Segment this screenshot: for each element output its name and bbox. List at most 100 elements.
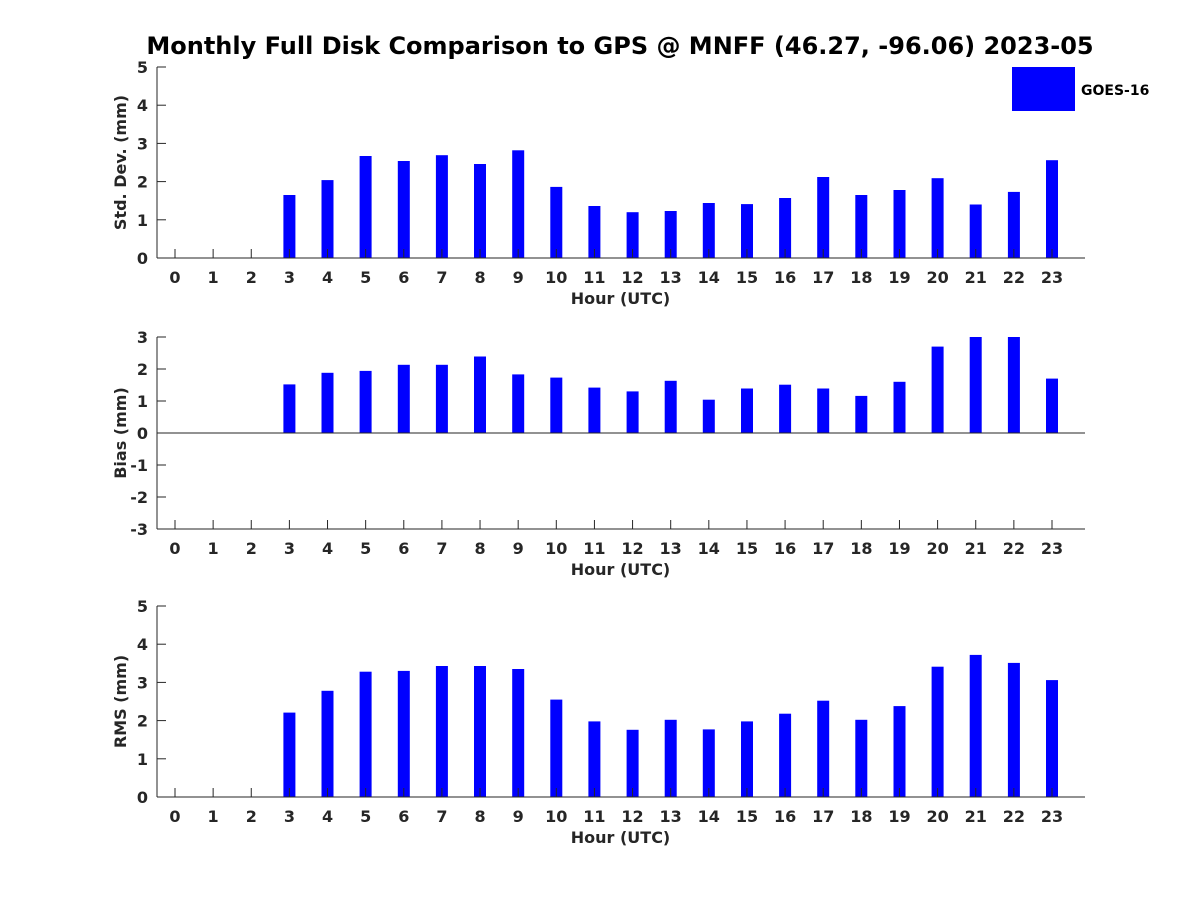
x-tick-label: 13 [660, 539, 682, 558]
bar [435, 364, 448, 433]
x-tick-label: 0 [169, 268, 180, 287]
x-tick-label: 18 [850, 807, 872, 826]
x-tick-label: 21 [965, 539, 987, 558]
x-tick-label: 9 [513, 807, 524, 826]
bar [817, 700, 830, 797]
x-tick-label: 14 [698, 268, 720, 287]
bar [435, 666, 448, 797]
bar [1007, 337, 1020, 433]
x-axis-label: Hour (UTC) [571, 560, 671, 579]
x-tick-label: 17 [812, 268, 834, 287]
x-tick-label: 13 [660, 268, 682, 287]
x-tick-label: 19 [888, 268, 910, 287]
x-tick-label: 7 [436, 268, 447, 287]
x-tick-label: 10 [545, 268, 567, 287]
bar [474, 356, 486, 433]
x-tick-label: 10 [545, 807, 567, 826]
x-axis-label: Hour (UTC) [571, 828, 671, 847]
legend: GOES-16 [1012, 67, 1149, 111]
x-tick-label: 20 [926, 539, 948, 558]
y-tick-label: -1 [130, 456, 148, 475]
bar [359, 370, 372, 433]
x-tick-label: 11 [583, 539, 605, 558]
bar [1046, 378, 1058, 433]
y-tick-label: 4 [137, 96, 148, 115]
bar [588, 206, 601, 258]
bar [1046, 680, 1058, 797]
x-tick-label: 12 [621, 268, 643, 287]
x-tick-label: 17 [812, 539, 834, 558]
bar [931, 178, 944, 258]
bar [321, 690, 334, 797]
x-tick-label: 3 [284, 807, 295, 826]
bar [969, 337, 982, 433]
bar [435, 155, 448, 258]
legend-label: GOES-16 [1081, 83, 1149, 99]
bar [397, 364, 410, 433]
x-tick-label: 1 [208, 268, 219, 287]
bar [779, 713, 792, 797]
y-tick-label: 3 [137, 673, 148, 692]
x-tick-label: 13 [660, 807, 682, 826]
x-tick-label: 21 [965, 807, 987, 826]
x-tick-label: 22 [1003, 539, 1025, 558]
bar [283, 384, 296, 433]
y-tick-label: 4 [137, 635, 148, 654]
x-tick-label: 0 [169, 539, 180, 558]
bar [702, 729, 715, 797]
y-tick-label: 0 [137, 249, 148, 268]
bar [893, 190, 906, 258]
x-tick-label: 16 [774, 539, 796, 558]
x-tick-label: 4 [322, 807, 333, 826]
bar [741, 721, 753, 797]
bar [321, 372, 334, 433]
x-tick-label: 18 [850, 539, 872, 558]
x-tick-label: 9 [513, 268, 524, 287]
x-tick-label: 6 [398, 268, 409, 287]
y-axis-label: Std. Dev. (mm) [111, 95, 130, 230]
x-tick-label: 10 [545, 539, 567, 558]
x-tick-label: 21 [965, 268, 987, 287]
x-tick-label: 6 [398, 807, 409, 826]
bar [779, 198, 792, 258]
bar [817, 177, 830, 258]
y-tick-label: 2 [137, 173, 148, 192]
bar [512, 150, 525, 258]
bar [283, 712, 296, 797]
bar [741, 204, 753, 258]
bar [664, 211, 677, 258]
y-tick-label: 5 [137, 597, 148, 616]
x-tick-label: 15 [736, 268, 758, 287]
bar [702, 203, 715, 258]
bar [969, 654, 982, 797]
bar [1007, 191, 1020, 258]
x-tick-label: 8 [474, 807, 485, 826]
y-axis-label: Bias (mm) [111, 387, 130, 479]
bar [550, 186, 563, 258]
x-tick-label: 17 [812, 807, 834, 826]
x-tick-label: 22 [1003, 268, 1025, 287]
x-tick-label: 20 [926, 807, 948, 826]
bar [664, 719, 677, 797]
x-tick-label: 6 [398, 539, 409, 558]
bar [588, 387, 601, 433]
x-tick-label: 23 [1041, 539, 1063, 558]
x-tick-label: 23 [1041, 268, 1063, 287]
bar [664, 380, 677, 433]
bar [397, 670, 410, 797]
x-tick-label: 11 [583, 807, 605, 826]
x-tick-label: 4 [322, 268, 333, 287]
bar [588, 721, 601, 797]
x-tick-label: 0 [169, 807, 180, 826]
bar [1007, 662, 1020, 797]
y-axis-label: RMS (mm) [111, 655, 130, 748]
x-tick-label: 4 [322, 539, 333, 558]
x-tick-label: 9 [513, 539, 524, 558]
x-tick-label: 3 [284, 539, 295, 558]
x-tick-label: 7 [436, 539, 447, 558]
y-tick-label: -3 [130, 520, 148, 539]
bar [474, 666, 486, 797]
x-tick-label: 18 [850, 268, 872, 287]
